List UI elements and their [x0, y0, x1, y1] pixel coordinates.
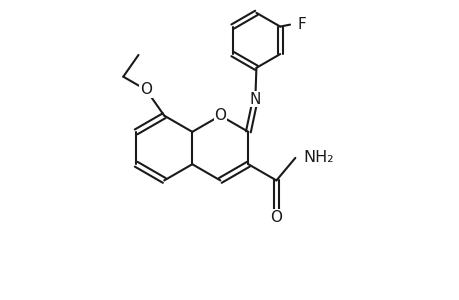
Text: NH₂: NH₂ — [302, 150, 333, 165]
Text: O: O — [214, 108, 226, 123]
Text: N: N — [249, 92, 260, 107]
Text: O: O — [270, 210, 282, 225]
Text: F: F — [297, 17, 306, 32]
Text: O: O — [140, 82, 152, 98]
